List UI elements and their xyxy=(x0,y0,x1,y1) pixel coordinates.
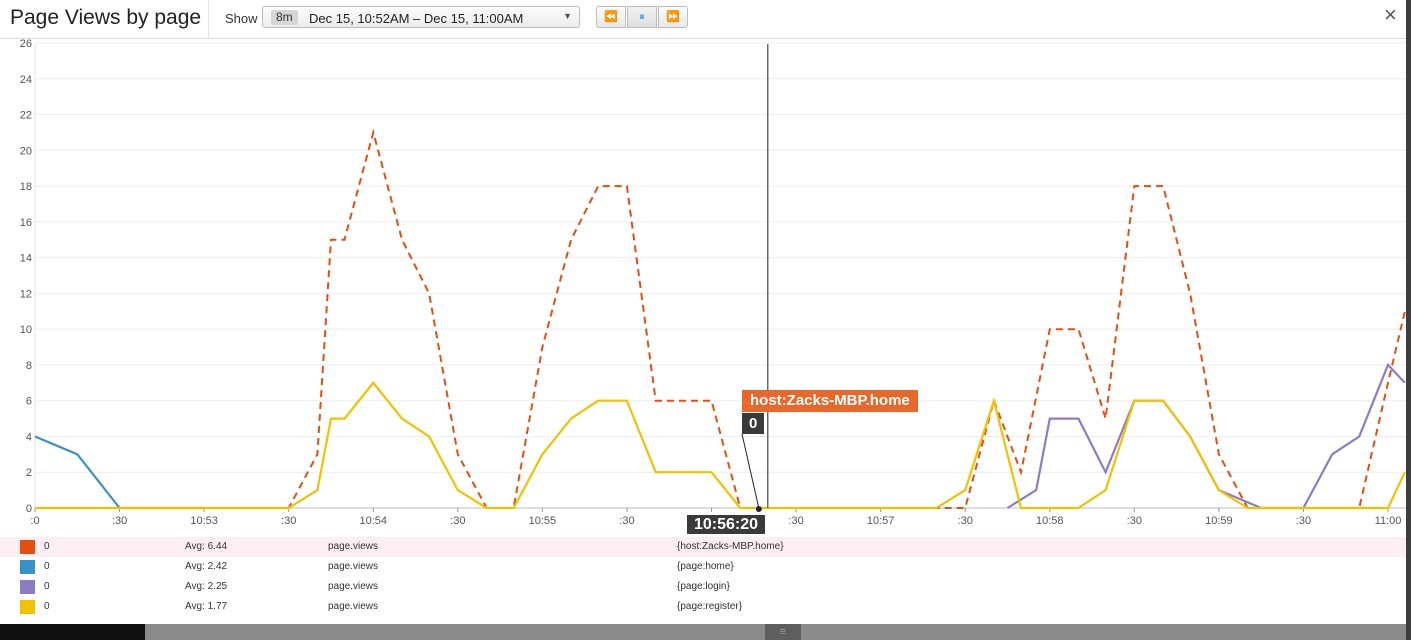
toolbar: Page Views by page Show 8m Dec 15, 10:52… xyxy=(0,0,1406,39)
legend-avg: Avg: 2.25 xyxy=(185,581,228,592)
bottom-bar-dark xyxy=(0,624,145,640)
legend-swatch xyxy=(20,600,35,614)
page-title: Page Views by page xyxy=(10,6,202,29)
close-icon[interactable]: × xyxy=(1384,2,1397,27)
legend-tags: {page:register} xyxy=(677,601,743,612)
tooltip-time: 10:56:20 xyxy=(687,515,766,534)
tooltip-host: host:Zacks-MBP.home xyxy=(742,390,918,412)
toolbar-divider xyxy=(208,0,209,38)
y-tick-label: 6 xyxy=(26,396,32,408)
cursor-dot xyxy=(755,506,762,512)
series-line xyxy=(35,381,1406,510)
tooltip-leader-line xyxy=(741,433,760,509)
x-tick-label: 10:55 xyxy=(529,515,557,527)
y-tick-label: 8 xyxy=(26,360,32,372)
x-tick-label: 10:58 xyxy=(1036,515,1064,527)
grid xyxy=(34,42,1406,509)
series-group xyxy=(34,128,1406,510)
resize-grip-icon[interactable]: ≡ xyxy=(765,624,801,640)
x-tick-label: 10:59 xyxy=(1205,515,1233,527)
legend-tags: {host:Zacks-MBP.home} xyxy=(677,541,784,552)
legend-avg: Avg: 6.44 xyxy=(185,541,228,552)
y-tick-label: 24 xyxy=(20,74,32,86)
show-label: Show xyxy=(225,11,258,26)
x-axis: :0:3010:53:3010:54:3010:55:3010:56:3010:… xyxy=(30,508,1401,527)
legend-tags: {page:login} xyxy=(677,581,730,592)
tooltip-value: 0 xyxy=(742,413,765,434)
x-tick-label: :30 xyxy=(1127,515,1142,527)
pause-button[interactable]: ⏸ xyxy=(627,6,657,28)
y-tick-label: 14 xyxy=(20,253,32,265)
rewind-button[interactable]: ⏪ xyxy=(596,6,626,28)
y-tick-label: 2 xyxy=(26,467,32,479)
legend-row[interactable]: 0 Avg: 2.25 page.views {page:login} xyxy=(0,577,1406,597)
x-tick-label: :30 xyxy=(450,515,465,527)
time-range-select[interactable]: 8m Dec 15, 10:52AM – Dec 15, 11:00AM ▼ xyxy=(262,6,580,28)
bottom-bar xyxy=(0,624,1406,640)
legend-value: 0 xyxy=(44,581,50,592)
window-edge xyxy=(1406,0,1411,640)
legend-value: 0 xyxy=(44,601,50,612)
legend: 0 Avg: 6.44 page.views {host:Zacks-MBP.h… xyxy=(0,537,1406,617)
x-tick-label: 10:57 xyxy=(867,515,895,527)
pause-icon: ⏸ xyxy=(639,11,645,23)
legend-swatch xyxy=(20,580,35,594)
x-tick-label: :30 xyxy=(281,515,296,527)
legend-row[interactable]: 0 Avg: 2.42 page.views {page:home} xyxy=(0,557,1406,577)
forward-button[interactable]: ⏩ xyxy=(658,6,688,28)
legend-row[interactable]: 0 Avg: 1.77 page.views {page:register} xyxy=(0,597,1406,617)
x-tick-label: :30 xyxy=(112,515,127,527)
legend-tags: {page:home} xyxy=(677,561,734,572)
x-tick-label: 11:00 xyxy=(1375,515,1402,527)
y-tick-label: 4 xyxy=(26,431,32,443)
fast-forward-icon: ⏩ xyxy=(666,11,680,23)
x-tick-label: 10:54 xyxy=(359,515,387,527)
y-tick-label: 16 xyxy=(20,217,32,229)
legend-metric: page.views xyxy=(328,561,379,572)
x-tick-label: :30 xyxy=(1296,515,1311,527)
legend-avg: Avg: 2.42 xyxy=(185,561,228,572)
legend-row[interactable]: 0 Avg: 6.44 page.views {host:Zacks-MBP.h… xyxy=(0,537,1406,557)
y-tick-label: 18 xyxy=(20,181,32,193)
range-text: Dec 15, 10:52AM – Dec 15, 11:00AM xyxy=(309,11,524,26)
legend-metric: page.views xyxy=(328,601,379,612)
x-tick-label: 10:53 xyxy=(190,515,218,527)
legend-metric: page.views xyxy=(328,581,379,592)
x-tick-label: :30 xyxy=(958,515,973,527)
legend-metric: page.views xyxy=(328,541,379,552)
y-tick-label: 10 xyxy=(20,324,32,336)
y-tick-label: 0 xyxy=(26,503,32,515)
y-tick-label: 22 xyxy=(20,110,32,122)
chevron-down-icon: ▼ xyxy=(563,11,572,21)
rewind-icon: ⏪ xyxy=(604,11,618,23)
x-tick-label: :30 xyxy=(619,515,634,527)
y-tick-label: 12 xyxy=(20,288,32,300)
x-tick-label: :0 xyxy=(30,515,39,527)
legend-value: 0 xyxy=(44,561,50,572)
y-tick-label: 20 xyxy=(20,145,32,157)
range-duration-badge: 8m xyxy=(271,10,298,25)
y-tick-label: 26 xyxy=(20,39,32,50)
legend-swatch xyxy=(20,540,35,554)
legend-avg: Avg: 1.77 xyxy=(185,601,228,612)
x-tick-label: :30 xyxy=(788,515,803,527)
legend-value: 0 xyxy=(44,541,50,552)
legend-swatch xyxy=(20,560,35,574)
